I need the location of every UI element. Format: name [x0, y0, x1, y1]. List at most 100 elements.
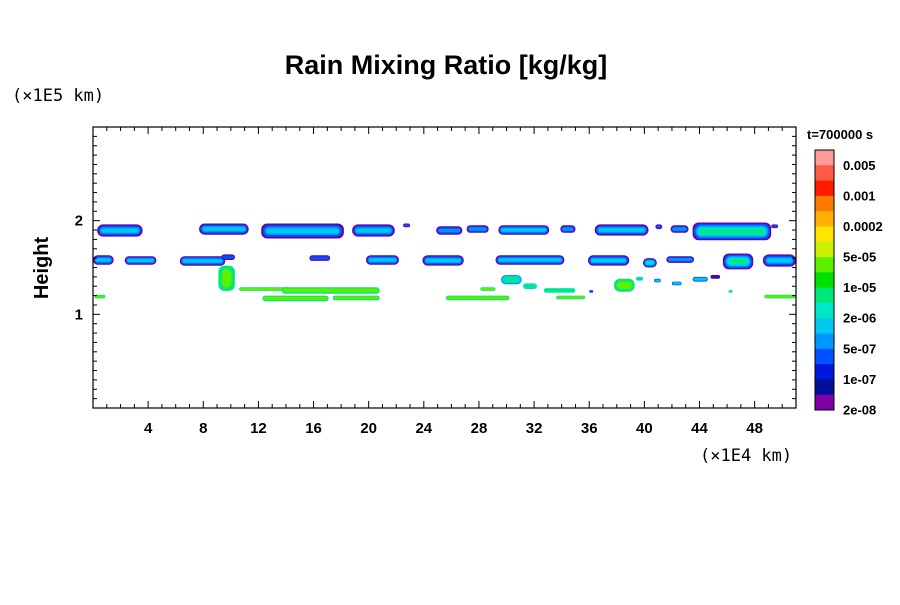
colorbar: 0.005 0.001 0.0002 5e-05 1e-05 2e-06 5e-07 1e-0… — [814, 149, 883, 418]
rain-cell — [671, 281, 682, 286]
x-tick-label: 40 — [636, 420, 653, 437]
contour-lime — [556, 296, 585, 299]
contour-green — [524, 285, 536, 288]
contour-lime — [239, 287, 290, 291]
contour-lime — [221, 268, 232, 288]
rain-cell — [589, 290, 594, 293]
plot-frame — [92, 126, 797, 409]
rain-cell — [436, 226, 463, 235]
contour-cyan — [498, 258, 562, 262]
rain-cell — [636, 276, 643, 281]
contour-lime — [765, 295, 796, 298]
colorbar-swatch — [815, 318, 834, 334]
rain-cell — [221, 254, 235, 260]
contour-lime — [333, 296, 379, 300]
contour-sky — [468, 227, 487, 231]
rain-cell — [655, 224, 663, 230]
x-tick-label: 8 — [199, 420, 207, 437]
colorbar-label: 2e-08 — [843, 403, 876, 418]
contour-cyan — [654, 279, 661, 282]
rain-cell — [495, 255, 565, 265]
rain-cell — [480, 287, 496, 291]
contour-teal — [646, 261, 654, 265]
contour-green — [544, 289, 575, 292]
colorbar-swatch — [815, 211, 834, 227]
rain-cell — [422, 255, 464, 266]
contour-lime — [263, 296, 328, 301]
contour-lime — [446, 296, 509, 300]
colorbar-swatch — [815, 379, 834, 396]
colorbar-swatch — [815, 348, 834, 365]
y-unit-label: (×1E5 km) — [12, 86, 104, 106]
rain-cell — [403, 223, 410, 228]
x-tick-label: 24 — [415, 420, 432, 437]
rain-cell — [614, 278, 635, 292]
contour-cyan — [356, 228, 391, 233]
contour-cyan — [591, 258, 626, 263]
rain-cell — [199, 223, 249, 235]
colorbar-swatch — [815, 180, 834, 197]
x-tick-label: 36 — [581, 420, 598, 437]
contour-sky — [668, 258, 693, 261]
colorbar-swatch — [815, 394, 834, 411]
colorbar-swatch — [815, 226, 834, 243]
rain-cell — [722, 253, 754, 270]
rain-cell — [594, 224, 649, 236]
rain-cell — [332, 295, 380, 301]
rain-cell — [93, 255, 114, 265]
rain-cell — [764, 294, 796, 299]
colorbar-label: 1e-05 — [843, 280, 876, 295]
contour-cyan — [767, 258, 792, 263]
contour-cyan — [101, 228, 139, 233]
rain-cell — [352, 224, 395, 237]
rain-cell — [692, 222, 772, 241]
contour-green — [699, 229, 765, 234]
colorbar-label: 0.005 — [843, 158, 876, 173]
contour-cyan — [693, 277, 707, 281]
rain-cell — [543, 288, 576, 293]
rain-cell — [309, 255, 331, 261]
rain-cell — [762, 254, 796, 267]
rain-cell — [218, 265, 235, 291]
y-axis: 12 — [75, 135, 796, 400]
x-tick-label: 20 — [360, 420, 377, 437]
x-tick-label: 28 — [471, 420, 488, 437]
contour-blue — [222, 255, 234, 259]
rain-cell — [498, 225, 550, 235]
colorbar-swatch — [815, 165, 834, 181]
rain-cell — [728, 290, 733, 293]
rain-cell — [692, 276, 708, 282]
rain-cell — [466, 225, 489, 233]
contour-blue — [310, 256, 329, 260]
colorbar-swatch — [815, 195, 834, 212]
x-tick-label: 32 — [526, 420, 543, 437]
contour-sky — [562, 227, 574, 231]
colorbar-frame — [814, 149, 835, 411]
contour-lime — [481, 287, 495, 291]
colorbar-swatch — [815, 257, 834, 273]
rain-cell — [556, 295, 586, 300]
rain-cell — [587, 255, 630, 266]
colorbar-label: 2e-06 — [843, 311, 876, 326]
contour-cyan — [501, 228, 547, 232]
rain-cell — [523, 283, 537, 289]
contour-blue — [403, 224, 410, 227]
contour-green — [636, 277, 643, 280]
colorbar-swatch — [815, 287, 834, 304]
contour-blue — [656, 225, 662, 229]
rain-cell — [501, 275, 522, 285]
contour-cyan — [127, 259, 154, 262]
chart-title: Rain Mixing Ratio [kg/kg] — [285, 50, 608, 80]
x-axis: 4 8 12 16 20 24 28 32 36 40 44 48 — [106, 127, 783, 437]
colorbar-label: 0.0002 — [843, 219, 883, 234]
contour-cyan — [202, 227, 245, 231]
rain-cell — [654, 278, 661, 283]
contour-sky — [672, 227, 687, 231]
time-label: t=700000 s — [807, 127, 873, 142]
rain-cell — [179, 256, 226, 266]
rain-cell — [261, 223, 344, 239]
contour-sky — [438, 228, 460, 233]
rain-cell — [670, 225, 689, 233]
rain-cell — [445, 295, 510, 301]
